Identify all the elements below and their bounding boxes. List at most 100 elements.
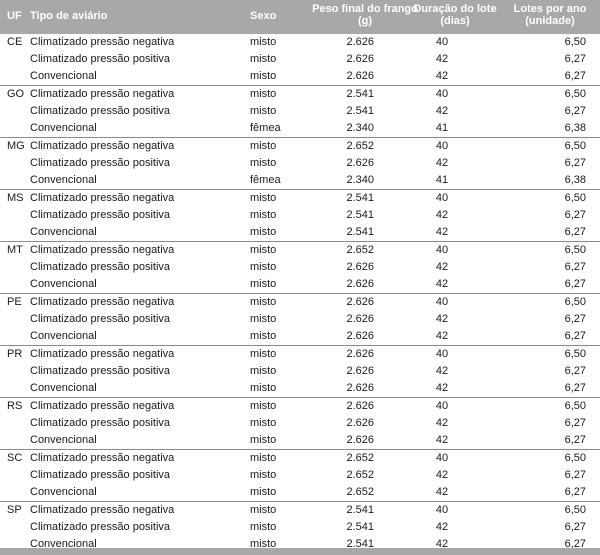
header-duracao-lote: Duração do lote (dias): [400, 3, 510, 27]
cell-lotes-por-ano: 6,27: [564, 157, 586, 169]
cell-peso-final: 2.626: [346, 330, 374, 342]
header-tipo-aviario: Tipo de aviário: [30, 10, 108, 22]
cell-duracao-lote: 42: [435, 105, 449, 117]
cell-uf: MS: [7, 192, 24, 204]
cell-tipo-aviario: Climatizado pressão positiva: [30, 53, 171, 65]
cell-tipo-aviario: Climatizado pressão positiva: [30, 469, 171, 481]
cell-lotes-por-ano: 6,50: [564, 140, 586, 152]
cell-lotes-por-ano: 6,38: [564, 174, 586, 186]
cell-lotes-por-ano: 6,50: [564, 452, 586, 464]
cell-sexo: misto: [250, 486, 277, 498]
cell-lotes-por-ano: 6,27: [564, 226, 586, 238]
table-group-sp: SP Climatizado pressão negativa misto 2.541…: [0, 501, 600, 553]
cell-peso-final: 2.626: [346, 70, 374, 82]
cell-tipo-aviario: Convencional: [30, 382, 97, 394]
cell-duracao-lote: 42: [435, 313, 449, 325]
cell-sexo: misto: [250, 452, 277, 464]
cell-peso-final: 2.626: [346, 348, 374, 360]
cell-peso-final: 2.340: [346, 174, 374, 186]
cell-duracao-lote: 40: [435, 400, 449, 412]
header-duracao-line2: (dias): [440, 15, 470, 27]
table-header: UF Tipo de aviário Sexo Peso final do fr…: [0, 0, 600, 34]
table-group-ce: CE Climatizado pressão negativa misto 2.626…: [0, 34, 600, 85]
cell-sexo: misto: [250, 157, 277, 169]
cell-peso-final: 2.541: [346, 209, 374, 221]
table-footer-bar: [0, 548, 600, 555]
table-group-rs: RS Climatizado pressão negativa misto 2.626…: [0, 397, 600, 449]
cell-duracao-lote: 42: [435, 226, 449, 238]
cell-duracao-lote: 40: [435, 296, 449, 308]
table-row: GO Climatizado pressão negativa misto 2.541…: [0, 86, 600, 103]
header-duracao-line1: Duração do lote: [413, 3, 497, 15]
header-sexo: Sexo: [250, 10, 277, 22]
cell-tipo-aviario: Convencional: [30, 486, 97, 498]
table-row: CE Climatizado pressão negativa misto 2.626…: [0, 34, 600, 51]
cell-tipo-aviario: Climatizado pressão negativa: [30, 140, 175, 152]
cell-duracao-lote: 42: [435, 417, 449, 429]
cell-lotes-por-ano: 6,27: [564, 278, 586, 290]
table-row: Convencional misto 2.626 42 6,27: [0, 328, 600, 345]
cell-sexo: misto: [250, 261, 277, 273]
cell-lotes-por-ano: 6,27: [564, 209, 586, 221]
cell-tipo-aviario: Climatizado pressão positiva: [30, 157, 171, 169]
cell-sexo: misto: [250, 278, 277, 290]
cell-tipo-aviario: Convencional: [30, 226, 97, 238]
header-lotes-line2: (unidade): [525, 15, 575, 27]
cell-duracao-lote: 40: [435, 140, 449, 152]
cell-tipo-aviario: Convencional: [30, 434, 97, 446]
table-row: Climatizado pressão positiva misto 2.541 42…: [0, 103, 600, 120]
cell-lotes-por-ano: 6,27: [564, 365, 586, 377]
cell-sexo: fêmea: [250, 122, 281, 134]
cell-sexo: misto: [250, 88, 277, 100]
table-row: Convencional fêmea 2.340 41 6,38: [0, 120, 600, 137]
cell-peso-final: 2.652: [346, 452, 374, 464]
cell-peso-final: 2.626: [346, 313, 374, 325]
header-lotes-por-ano: Lotes por ano (unidade): [500, 3, 600, 27]
cell-tipo-aviario: Climatizado pressão positiva: [30, 521, 171, 533]
cell-duracao-lote: 42: [435, 538, 449, 550]
cell-tipo-aviario: Climatizado pressão positiva: [30, 313, 171, 325]
cell-tipo-aviario: Climatizado pressão negativa: [30, 192, 175, 204]
cell-uf: SC: [7, 452, 23, 464]
cell-lotes-por-ano: 6,27: [564, 417, 586, 429]
cell-uf: SP: [7, 504, 22, 516]
table-row: MG Climatizado pressão negativa misto 2.652…: [0, 138, 600, 155]
cell-sexo: misto: [250, 504, 277, 516]
cell-lotes-por-ano: 6,27: [564, 261, 586, 273]
table-row: PR Climatizado pressão negativa misto 2.626…: [0, 346, 600, 363]
table-group-mg: MG Climatizado pressão negativa misto 2.652…: [0, 137, 600, 189]
cell-duracao-lote: 42: [435, 434, 449, 446]
cell-sexo: misto: [250, 538, 277, 550]
cell-lotes-por-ano: 6,50: [564, 244, 586, 256]
table-row: Climatizado pressão positiva misto 2.652 42…: [0, 467, 600, 484]
cell-lotes-por-ano: 6,27: [564, 313, 586, 325]
cell-lotes-por-ano: 6,27: [564, 53, 586, 65]
cell-sexo: misto: [250, 70, 277, 82]
table-group-pr: PR Climatizado pressão negativa misto 2.626…: [0, 345, 600, 397]
table-row: Convencional fêmea 2.340 41 6,38: [0, 172, 600, 189]
cell-lotes-por-ano: 6,27: [564, 330, 586, 342]
cell-sexo: misto: [250, 469, 277, 481]
cell-sexo: misto: [250, 434, 277, 446]
header-peso-final: Peso final do frango (g): [300, 3, 430, 27]
cell-peso-final: 2.626: [346, 278, 374, 290]
table-row: Climatizado pressão positiva misto 2.541 42…: [0, 207, 600, 224]
cell-tipo-aviario: Climatizado pressão negativa: [30, 348, 175, 360]
cell-duracao-lote: 40: [435, 504, 449, 516]
table-row: MS Climatizado pressão negativa misto 2.541…: [0, 190, 600, 207]
cell-duracao-lote: 40: [435, 452, 449, 464]
cell-peso-final: 2.652: [346, 469, 374, 481]
cell-sexo: misto: [250, 365, 277, 377]
cell-lotes-por-ano: 6,27: [564, 105, 586, 117]
cell-uf: MG: [7, 140, 25, 152]
cell-tipo-aviario: Climatizado pressão negativa: [30, 244, 175, 256]
cell-uf: GO: [7, 88, 25, 100]
cell-sexo: fêmea: [250, 174, 281, 186]
cell-sexo: misto: [250, 330, 277, 342]
cell-duracao-lote: 42: [435, 278, 449, 290]
cell-tipo-aviario: Climatizado pressão positiva: [30, 105, 171, 117]
cell-uf: PE: [7, 296, 22, 308]
cell-sexo: misto: [250, 140, 277, 152]
cell-tipo-aviario: Climatizado pressão negativa: [30, 36, 175, 48]
cell-sexo: misto: [250, 417, 277, 429]
